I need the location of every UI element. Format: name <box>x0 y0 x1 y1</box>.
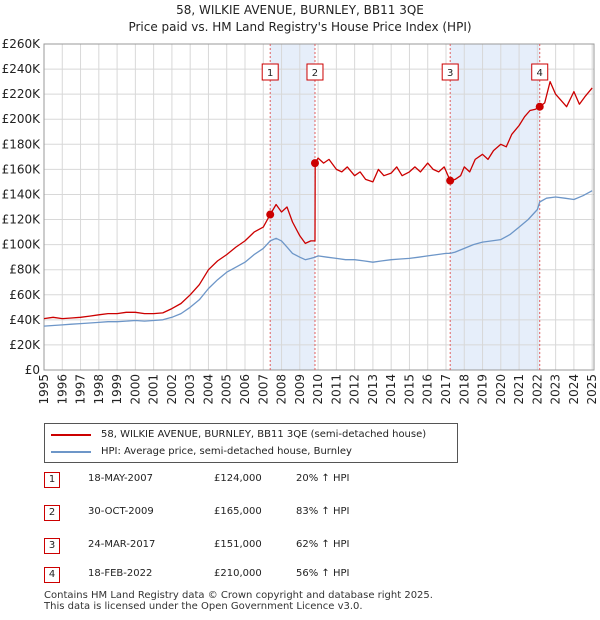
sale-row: 3 24-MAR-2017 £151,000 62% ↑ HPI <box>44 536 444 556</box>
x-tick-label: 2021 <box>512 374 526 405</box>
footer-license: This data is licensed under the Open Gov… <box>44 601 363 612</box>
legend-swatch-property <box>51 434 91 436</box>
sale-label-3: 3 <box>447 68 453 79</box>
sale-point-4 <box>535 102 544 111</box>
x-tick-label: 2019 <box>476 374 490 405</box>
sale-price: £124,000 <box>214 473 262 484</box>
shaded-range-2 <box>450 44 540 370</box>
plot-border <box>43 43 595 371</box>
legend-swatch-hpi <box>51 451 91 453</box>
y-tick-label: £260K <box>2 37 42 51</box>
x-tick-label: 2024 <box>567 374 581 405</box>
sale-date: 18-FEB-2022 <box>88 568 153 579</box>
sale-price: £165,000 <box>214 506 262 517</box>
sale-hpi-change: 83% ↑ HPI <box>296 506 350 517</box>
legend: 58, WILKIE AVENUE, BURNLEY, BB11 3QE (se… <box>44 423 458 463</box>
sale-row: 4 18-FEB-2022 £210,000 56% ↑ HPI <box>44 565 444 585</box>
x-tick-label: 2008 <box>275 374 289 405</box>
x-tick-label: 1999 <box>110 374 124 405</box>
x-tick-label: 1998 <box>92 374 106 405</box>
x-tick-label: 2012 <box>348 374 362 405</box>
x-tick-label: 2002 <box>165 374 179 405</box>
y-tick-label: £180K <box>2 137 42 151</box>
sale-label-1: 1 <box>267 68 273 79</box>
x-tick-label: 2013 <box>366 374 380 405</box>
sale-label-box-2 <box>306 63 324 81</box>
sale-label-2: 2 <box>312 68 318 79</box>
sale-row: 1 18-MAY-2007 £124,000 20% ↑ HPI <box>44 470 444 490</box>
x-tick-label: 2023 <box>549 374 563 405</box>
chart-subtitle: Price paid vs. HM Land Registry's House … <box>128 20 472 34</box>
x-tick-label: 2010 <box>311 374 325 405</box>
sale-label-4: 4 <box>537 68 543 79</box>
sale-date: 30-OCT-2009 <box>88 506 154 517</box>
x-tick-label: 1995 <box>37 374 51 405</box>
series-line-property <box>43 80 593 320</box>
x-tick-label: 2022 <box>530 374 544 405</box>
y-tick-label: £80K <box>9 263 41 277</box>
legend-label-hpi: HPI: Average price, semi-detached house,… <box>101 446 352 457</box>
y-tick-label: £220K <box>2 87 42 101</box>
y-tick-label: £0 <box>25 363 40 377</box>
sale-label-box-4 <box>531 63 549 81</box>
legend-label-property: 58, WILKIE AVENUE, BURNLEY, BB11 3QE (se… <box>101 429 427 440</box>
y-tick-label: £160K <box>2 162 42 176</box>
sale-date: 18-MAY-2007 <box>88 473 154 484</box>
sale-label-box-3 <box>441 63 459 81</box>
x-tick-label: 2017 <box>439 374 453 405</box>
y-tick-label: £40K <box>9 313 41 327</box>
x-tick-label: 1997 <box>74 374 88 405</box>
price-chart: £0 £20K £40K £60K £80K £100K £120K £140K £160K £1… <box>2 37 600 405</box>
y-tick-label: £240K <box>2 62 42 76</box>
y-tick-label: £20K <box>9 338 41 352</box>
x-tick-label: 2015 <box>402 374 416 405</box>
x-tick-label: 2004 <box>201 374 215 405</box>
footer: Contains HM Land Registry data © Crown c… <box>44 590 433 612</box>
x-tick-label: 2018 <box>457 374 471 405</box>
sale-number-badge: 1 <box>44 472 60 488</box>
x-tick-label: 1996 <box>55 374 69 405</box>
x-tick-label: 2006 <box>238 374 252 405</box>
x-tick-label: 2014 <box>384 374 398 405</box>
x-tick-label: 2025 <box>585 374 599 405</box>
sale-hpi-change: 20% ↑ HPI <box>296 473 350 484</box>
x-tick-label: 2007 <box>256 374 270 405</box>
y-tick-label: £140K <box>2 187 42 201</box>
y-tick-label: £60K <box>9 288 41 302</box>
y-tick-label: £100K <box>2 238 42 252</box>
x-tick-label: 2011 <box>329 374 343 405</box>
sale-number-badge: 3 <box>44 538 60 554</box>
sale-point-1 <box>266 210 275 219</box>
sale-label-box-1 <box>261 63 279 81</box>
x-tick-label: 2003 <box>183 374 197 405</box>
y-tick-label: £120K <box>2 213 42 227</box>
footer-copyright: Contains HM Land Registry data © Crown c… <box>44 590 433 601</box>
sale-point-2 <box>310 159 319 168</box>
x-tick-label: 2020 <box>494 374 508 405</box>
series-line-hpi <box>43 190 593 327</box>
sale-price: £210,000 <box>214 568 262 579</box>
sale-number-badge: 2 <box>44 505 60 521</box>
sale-price: £151,000 <box>214 539 262 550</box>
x-tick-label: 2009 <box>293 374 307 405</box>
sale-hpi-change: 56% ↑ HPI <box>296 568 350 579</box>
sale-hpi-change: 62% ↑ HPI <box>296 539 350 550</box>
sale-date: 24-MAR-2017 <box>88 539 156 550</box>
sale-number-badge: 4 <box>44 567 60 583</box>
sale-point-3 <box>446 176 455 185</box>
x-tick-label: 2000 <box>128 374 142 405</box>
shaded-range-1 <box>270 44 315 370</box>
y-tick-label: £200K <box>2 112 42 126</box>
chart-title: 58, WILKIE AVENUE, BURNLEY, BB11 3QE <box>176 3 424 17</box>
x-tick-label: 2005 <box>220 374 234 405</box>
sale-row: 2 30-OCT-2009 £165,000 83% ↑ HPI <box>44 503 444 523</box>
x-tick-label: 2016 <box>421 374 435 405</box>
x-tick-label: 2001 <box>147 374 161 405</box>
